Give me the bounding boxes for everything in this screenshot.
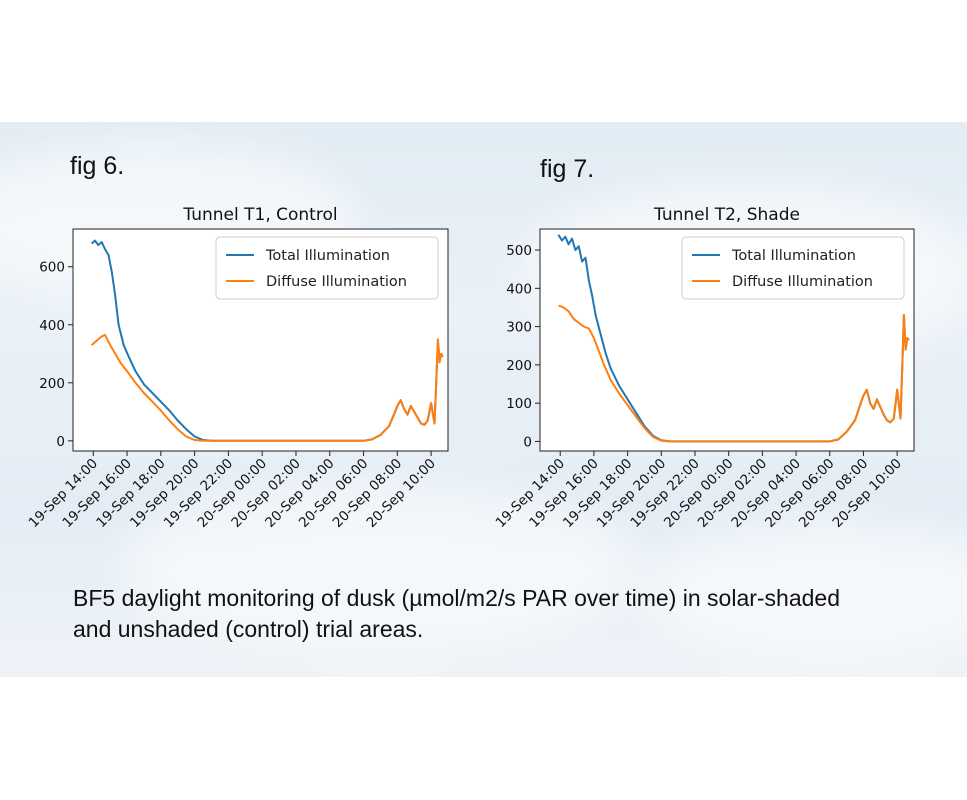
- y-tick-label: 200: [39, 376, 65, 392]
- series-line-diffuse: [90, 333, 444, 442]
- y-tick-label: 500: [506, 243, 532, 259]
- chart-title: Tunnel T1, Control: [182, 205, 337, 225]
- caption-line-2: and unshaded (control) trial areas.: [73, 616, 424, 642]
- y-tick-label: 300: [506, 320, 532, 336]
- fig7-label: fig 7.: [540, 155, 595, 183]
- legend-box: [681, 236, 905, 300]
- y-tick-label: 0: [523, 434, 532, 450]
- legend-box: [215, 236, 439, 300]
- chart-title: Tunnel T2, Shade: [653, 205, 800, 225]
- figure-caption: BF5 daylight monitoring of dusk (µmol/m2…: [73, 583, 953, 645]
- caption-line-1: BF5 daylight monitoring of dusk (µmol/m2…: [73, 585, 841, 611]
- y-tick-label: 400: [506, 281, 532, 297]
- y-tick-label: 100: [506, 396, 532, 412]
- legend-label: Total Illumination: [265, 248, 390, 264]
- legend-label: Diffuse Illumination: [266, 274, 407, 290]
- y-tick-label: 200: [506, 358, 532, 374]
- y-tick-label: 600: [39, 260, 65, 276]
- series-line-diffuse: [558, 304, 910, 443]
- fig6-label: fig 6.: [70, 152, 125, 180]
- y-tick-label: 400: [39, 318, 65, 334]
- legend-label: Total Illumination: [731, 248, 856, 264]
- y-tick-label: 0: [56, 434, 65, 450]
- legend-label: Diffuse Illumination: [732, 274, 873, 290]
